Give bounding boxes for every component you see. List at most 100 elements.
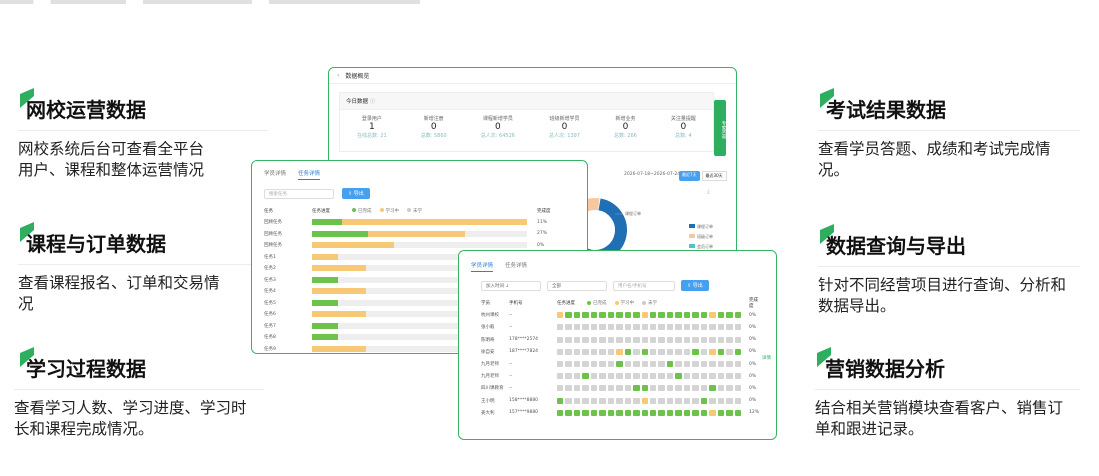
student-row[interactable]: 九月老师 -- 0%: [459, 370, 776, 382]
completion-pct: 0%: [749, 312, 757, 318]
stat-item[interactable]: 课程新增学员 0 总人次: 64526: [480, 116, 515, 139]
task-cell: [709, 312, 716, 319]
task-name: 回顾任务: [264, 243, 282, 249]
task-name: 任务3: [264, 277, 276, 283]
back-arrow-icon[interactable]: ‹: [337, 72, 340, 79]
task-cell: [734, 324, 741, 331]
feature-title: 课程与订单数据: [26, 232, 166, 256]
task-row[interactable]: 回顾任务 27%: [252, 228, 587, 240]
search-input[interactable]: 搜索任务: [264, 188, 334, 199]
join-time-select[interactable]: 加入时间 ↓: [481, 280, 541, 291]
task-cell: [624, 336, 632, 343]
student-name: 四川课教育: [481, 386, 504, 392]
task-cell: [700, 361, 708, 368]
task-cell: [590, 361, 598, 368]
progress-learning: [312, 242, 394, 249]
task-cell: [624, 348, 632, 355]
stat-item[interactable]: 关注量提醒 0 总数: 4: [670, 116, 696, 139]
task-cell: [557, 324, 564, 331]
tab-task-detail[interactable]: 任务详情: [505, 263, 528, 269]
progress-completed: [312, 334, 338, 341]
student-row[interactable]: 杭州课校 -- 0%: [459, 309, 776, 321]
task-name: 回顾任务: [264, 220, 282, 226]
student-row[interactable]: 姜大利 157****9880 12%: [459, 407, 776, 419]
task-cell: [709, 348, 716, 355]
range-7d-button[interactable]: 最近7天: [679, 171, 700, 181]
task-cell: [557, 361, 564, 368]
task-cell: [633, 409, 640, 416]
tab-student-detail[interactable]: 学员详情: [264, 171, 287, 177]
feature-title: 考试结果数据: [826, 98, 946, 122]
task-name: 任务4: [264, 289, 276, 295]
task-cell: [582, 324, 589, 331]
export-button[interactable]: ⇪ 导出: [342, 188, 370, 199]
tab-task-detail[interactable]: 任务详情: [298, 169, 321, 180]
task-cell: [607, 336, 615, 343]
progress-completed: [312, 299, 338, 306]
student-detail-screenshot: 学员详情 任务详情 加入时间 ↓ 全部 用户名/手机号 ⇪ 导出 学员 手机号 …: [458, 250, 777, 440]
today-panel: 今日数据 ⓘ 登录用户 1 在线总数: 21 新增注册 0 总数: 5860 课程新增学…: [339, 92, 714, 152]
progress-learning: [312, 288, 366, 295]
task-row[interactable]: 回顾任务 0%: [252, 240, 587, 252]
status-select[interactable]: 全部: [547, 280, 607, 291]
student-row[interactable]: 陈明奇 178****2574 0%: [459, 334, 776, 346]
stat-item[interactable]: 班级新增学员 0 总人次: 1397: [548, 116, 580, 139]
task-cell: [565, 373, 572, 380]
task-cell: [675, 373, 682, 380]
task-cell: [616, 409, 623, 416]
task-cell: [557, 336, 564, 343]
task-cell: [633, 336, 640, 343]
stat-item[interactable]: 新增注册 0 总数: 5860: [420, 116, 447, 139]
task-cells: [557, 373, 741, 380]
task-cell: [734, 312, 741, 319]
tab-student-detail[interactable]: 学员详情: [471, 261, 494, 272]
tab-bar: 学员详情 任务详情: [252, 161, 587, 180]
student-row[interactable]: 王小明 158****8880 0%: [459, 395, 776, 407]
task-cell: [717, 373, 725, 380]
task-cell: [658, 409, 665, 416]
task-cell: [582, 385, 589, 392]
task-cell: [683, 385, 691, 392]
task-row[interactable]: 回顾任务 11%: [252, 217, 587, 229]
export-button[interactable]: ⇪ 导出: [681, 280, 709, 291]
top-clip-text: [0, 0, 420, 4]
task-cell: [734, 336, 741, 343]
feature-desc: 查看学员答题、成绩和考试完成情况。: [818, 140, 1051, 179]
status-tag[interactable]: 详情: [762, 356, 771, 361]
completion-pct: 0%: [537, 242, 545, 248]
progress-track: [312, 311, 527, 318]
student-row[interactable]: 张小毅 -- 0%: [459, 321, 776, 333]
task-cell: [607, 397, 615, 404]
student-row[interactable]: 九月老师 -- 0%: [459, 358, 776, 370]
range-30d-button[interactable]: 最近30天: [701, 171, 727, 181]
student-name: 九月老师: [481, 362, 499, 368]
task-cell: [573, 397, 581, 404]
task-cell: [599, 409, 606, 416]
task-cell: [573, 336, 581, 343]
stat-item[interactable]: 登录用户 1 在线总数: 21: [357, 116, 387, 139]
student-row[interactable]: 徐自安 187****7824 0%: [459, 346, 776, 358]
info-icon[interactable]: ⓘ: [369, 99, 376, 105]
task-cell: [649, 373, 657, 380]
date-range[interactable]: 2026-07-18~2026-07-24: [624, 172, 681, 177]
task-cell: [641, 324, 648, 331]
progress-track: [312, 288, 527, 295]
task-cell: [683, 361, 691, 368]
task-cell: [599, 361, 606, 368]
task-cell: [700, 397, 708, 404]
side-consult-button[interactable]: 专家咨询: [714, 100, 726, 156]
completion-pct: 0%: [749, 361, 757, 367]
download-icon[interactable]: ⤓: [707, 188, 710, 195]
completion-pct: 0%: [749, 385, 757, 391]
divider: [818, 266, 1080, 267]
stat-item[interactable]: 新增业务 0 总数: 266: [614, 116, 637, 139]
flag-icon: [820, 224, 834, 244]
task-cell: [666, 409, 674, 416]
search-input[interactable]: 用户名/手机号: [613, 280, 675, 291]
task-cell: [573, 324, 581, 331]
task-cell: [666, 361, 674, 368]
task-cell: [582, 361, 589, 368]
student-row[interactable]: 四川课教育 -- 0%: [459, 382, 776, 394]
task-cell: [717, 397, 725, 404]
task-cell: [658, 361, 665, 368]
